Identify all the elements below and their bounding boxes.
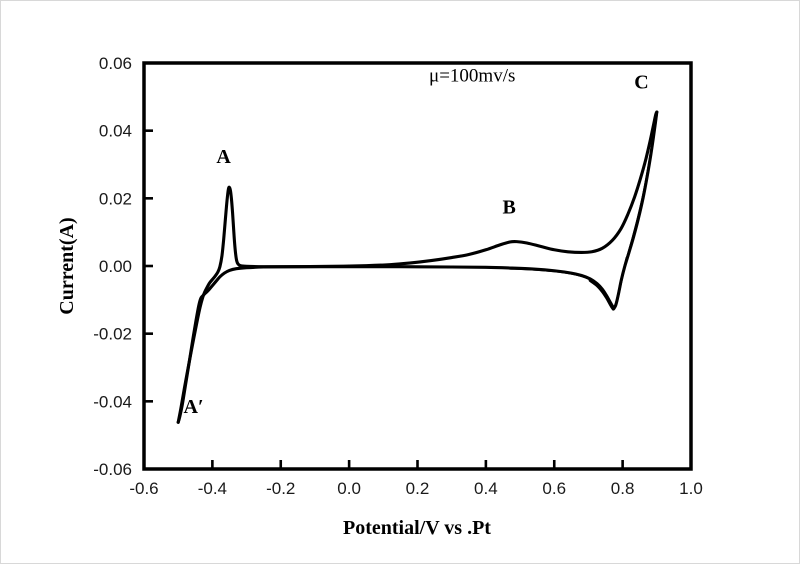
y-tick-label: 0.04 [99, 122, 132, 141]
x-tick-label: -0.6 [129, 479, 158, 498]
x-axis-tick-labels: -0.6 -0.4 -0.2 0.0 0.2 0.4 0.6 0.8 1.0 [129, 479, 702, 498]
x-tick-label: -0.2 [266, 479, 295, 498]
y-tick-label: 0.06 [99, 54, 132, 73]
x-tick-label: 0.4 [474, 479, 498, 498]
annotation-peak-a: A [216, 146, 231, 168]
x-axis-title: Potential/V vs .Pt [343, 517, 491, 539]
x-tick-label: -0.4 [198, 479, 227, 498]
annotation-peak-c: C [634, 71, 648, 93]
y-tick-label: -0.04 [93, 392, 132, 411]
y-axis-title: Current(A) [56, 217, 78, 314]
annotation-peak-b: B [502, 197, 515, 219]
y-tick-label: -0.02 [93, 325, 132, 344]
annotation-peak-a-prime: A′ [184, 396, 204, 418]
x-tick-label: 1.0 [679, 479, 703, 498]
data-curves [176, 110, 659, 424]
curve-overlay-cycle-3 [588, 256, 628, 311]
y-tick-label: -0.06 [93, 460, 132, 479]
x-tick-label: 0.2 [406, 479, 430, 498]
y-tick-label: 0.00 [99, 257, 132, 276]
x-tick-label: 0.0 [337, 479, 361, 498]
plot-frame [142, 61, 693, 471]
x-tick-label: 0.8 [611, 479, 635, 498]
chart-annotations: μ=100mv/s A A′ B C [184, 66, 649, 419]
y-axis-tick-labels: -0.06 -0.04 -0.02 0.00 0.02 0.04 0.06 [93, 54, 132, 479]
y-tick-label: 0.02 [99, 189, 132, 208]
annotation-scan-rate: μ=100mv/s [429, 66, 515, 87]
x-tick-label: 0.6 [542, 479, 566, 498]
